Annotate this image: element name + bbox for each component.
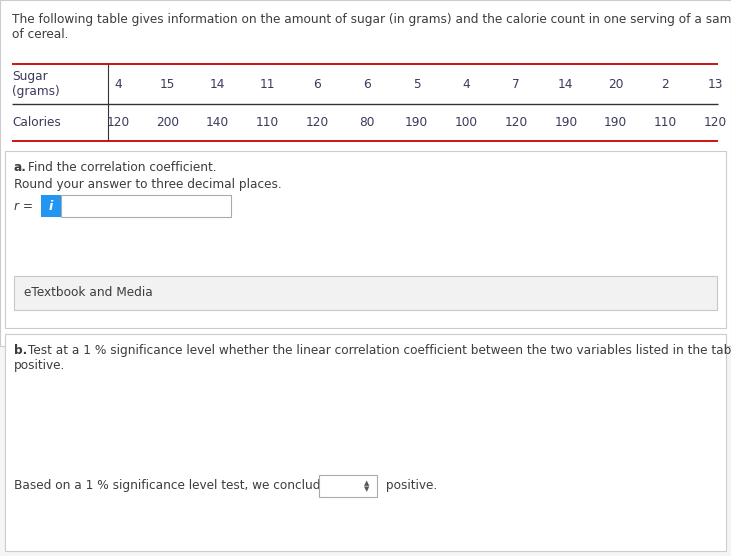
Text: 7: 7 [512, 77, 520, 91]
Text: eTextbook and Media: eTextbook and Media [24, 286, 153, 300]
Text: 100: 100 [455, 116, 478, 129]
Text: 6: 6 [363, 77, 371, 91]
Text: 190: 190 [604, 116, 627, 129]
Text: 2: 2 [662, 77, 669, 91]
Text: i: i [49, 200, 53, 212]
Text: 4: 4 [114, 77, 122, 91]
Text: 6: 6 [313, 77, 321, 91]
Text: 15: 15 [160, 77, 175, 91]
Text: Based on a 1 % significance level test, we conclude that ρ: Based on a 1 % significance level test, … [14, 479, 368, 493]
Bar [319, 475, 376, 497]
Text: 120: 120 [703, 116, 727, 129]
Text: Sugar
(grams): Sugar (grams) [12, 70, 60, 98]
Text: positive.: positive. [382, 479, 436, 493]
Bar [41, 195, 61, 217]
Text: 200: 200 [156, 116, 179, 129]
Bar [61, 195, 231, 217]
Text: 190: 190 [554, 116, 577, 129]
Text: Calories: Calories [12, 116, 61, 129]
Text: 110: 110 [654, 116, 677, 129]
Text: b.: b. [14, 344, 27, 357]
Text: 13: 13 [708, 77, 723, 91]
Text: a.: a. [14, 161, 27, 174]
Text: 14: 14 [210, 77, 225, 91]
Text: Test at a 1 % significance level whether the linear correlation coefficient betw: Test at a 1 % significance level whether… [24, 344, 731, 357]
Text: Round your answer to three decimal places.: Round your answer to three decimal place… [14, 178, 281, 191]
Bar [5, 151, 726, 328]
Text: of cereal.: of cereal. [12, 28, 69, 41]
Bar [14, 276, 717, 310]
Text: 11: 11 [260, 77, 275, 91]
Text: 190: 190 [405, 116, 428, 129]
Bar [5, 334, 726, 551]
Bar [0, 0, 731, 346]
Text: 120: 120 [107, 116, 129, 129]
Text: 110: 110 [256, 116, 279, 129]
Text: 120: 120 [306, 116, 328, 129]
Text: 5: 5 [413, 77, 420, 91]
Text: Find the correlation coefficient.: Find the correlation coefficient. [24, 161, 216, 174]
Text: 20: 20 [607, 77, 624, 91]
Text: 4: 4 [463, 77, 470, 91]
Text: positive.: positive. [14, 359, 65, 372]
Text: 14: 14 [558, 77, 574, 91]
Text: ▼: ▼ [364, 486, 369, 492]
Text: 140: 140 [206, 116, 229, 129]
Text: The following table gives information on the amount of sugar (in grams) and the : The following table gives information on… [12, 13, 731, 26]
Text: 80: 80 [359, 116, 374, 129]
Text: 120: 120 [504, 116, 528, 129]
Text: r =: r = [14, 200, 33, 212]
Text: ▲: ▲ [364, 480, 369, 486]
